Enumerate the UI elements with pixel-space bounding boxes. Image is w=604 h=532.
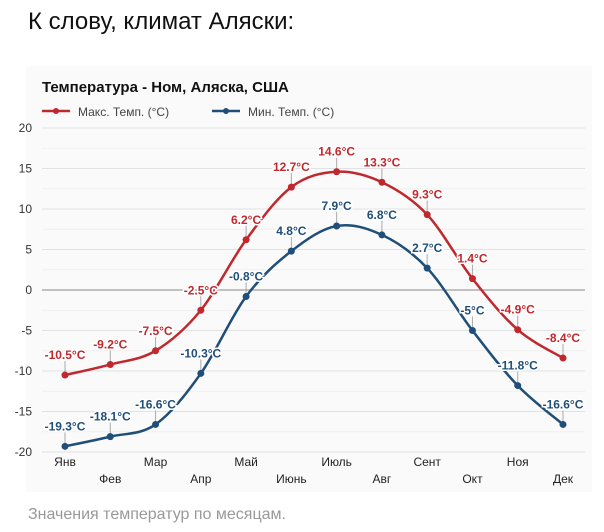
x-tick-label: Мар bbox=[144, 455, 168, 469]
data-point bbox=[423, 264, 431, 272]
data-point bbox=[197, 369, 205, 377]
data-label: -11.8°C bbox=[498, 359, 538, 373]
data-point bbox=[197, 306, 205, 314]
data-point bbox=[559, 420, 567, 428]
data-label: -19.3°C bbox=[45, 419, 86, 433]
y-tick-label: 5 bbox=[25, 243, 32, 257]
x-tick-label: Сент bbox=[413, 455, 441, 469]
x-tick-label: Дек bbox=[553, 472, 574, 486]
y-tick-label: 10 bbox=[19, 202, 33, 216]
data-label: -16.6°C bbox=[543, 397, 584, 411]
data-point bbox=[106, 433, 114, 441]
heading: К слову, климат Аляски: bbox=[28, 8, 295, 35]
data-label: 9.3°C bbox=[412, 188, 442, 202]
data-label: -18.1°C bbox=[90, 410, 131, 424]
data-point bbox=[152, 347, 160, 355]
data-point bbox=[333, 168, 341, 176]
data-point bbox=[378, 178, 386, 186]
data-label: -7.5°C bbox=[138, 324, 172, 338]
x-tick-label: Фев bbox=[99, 472, 121, 486]
data-point bbox=[559, 354, 567, 362]
data-label: -10.5°C bbox=[45, 348, 86, 362]
chart-title: Температура - Ном, Аляска, США bbox=[42, 79, 289, 96]
data-point bbox=[468, 275, 476, 283]
caption: Значения температур по месяцам. bbox=[28, 506, 286, 523]
legend-label: Мин. Темп. (°C) bbox=[248, 105, 334, 119]
y-tick-label: -10 bbox=[15, 364, 33, 378]
data-point bbox=[242, 236, 250, 244]
data-point bbox=[468, 327, 476, 334]
data-point bbox=[514, 382, 522, 390]
data-point bbox=[287, 183, 295, 191]
data-label: -4.9°C bbox=[501, 303, 535, 317]
legend-marker bbox=[53, 108, 59, 114]
x-tick-label: Окт bbox=[462, 472, 483, 486]
data-label: -0.8°C bbox=[229, 269, 263, 283]
data-point bbox=[333, 222, 341, 230]
temperature-chart: Температура - Ном, Аляска, США Макс. Темп… bbox=[15, 79, 586, 486]
y-tick-label: -15 bbox=[15, 405, 33, 419]
legend-marker bbox=[223, 108, 229, 114]
data-label: 12.7°C bbox=[273, 160, 310, 174]
data-point bbox=[514, 326, 522, 334]
data-point bbox=[378, 231, 386, 239]
data-point bbox=[61, 371, 69, 379]
y-tick-label: 15 bbox=[19, 162, 33, 176]
series-line bbox=[64, 170, 564, 377]
data-point bbox=[61, 442, 69, 450]
data-label: -9.2°C bbox=[93, 338, 127, 352]
data-point bbox=[152, 420, 160, 428]
legend-label: Макс. Темп. (°C) bbox=[78, 105, 169, 119]
data-point bbox=[423, 211, 431, 219]
y-tick-label: -20 bbox=[15, 445, 33, 459]
y-tick-label: 20 bbox=[19, 121, 33, 135]
data-label: 13.3°C bbox=[363, 155, 400, 169]
x-tick-label: Янв bbox=[54, 455, 76, 469]
data-label: -10.3°C bbox=[180, 346, 221, 360]
data-label: 6.2°C bbox=[231, 213, 261, 227]
data-point bbox=[287, 247, 295, 255]
data-label: 6.8°C bbox=[367, 208, 397, 222]
y-tick-label: -5 bbox=[21, 324, 32, 338]
x-tick-label: Ноя bbox=[507, 455, 529, 469]
chart-card bbox=[26, 66, 592, 492]
data-label: 2.7°C bbox=[412, 241, 442, 255]
data-label: -5°C bbox=[460, 304, 484, 318]
data-label: 1.4°C bbox=[457, 252, 487, 266]
data-label: -16.6°C bbox=[135, 397, 176, 411]
data-label: -8.4°C bbox=[546, 331, 580, 345]
data-label: -2.5°C bbox=[184, 283, 218, 297]
data-label: 14.6°C bbox=[318, 145, 355, 159]
data-point bbox=[106, 361, 114, 369]
data-point bbox=[242, 292, 250, 300]
x-tick-label: Май bbox=[234, 455, 258, 469]
x-tick-label: Июль bbox=[321, 455, 352, 469]
data-label: 7.9°C bbox=[322, 199, 352, 213]
x-tick-label: Авг bbox=[373, 472, 392, 486]
data-label: 4.8°C bbox=[276, 224, 306, 238]
x-tick-label: Июнь bbox=[276, 472, 307, 486]
y-tick-label: 0 bbox=[25, 283, 32, 297]
x-tick-label: Апр bbox=[190, 472, 212, 486]
